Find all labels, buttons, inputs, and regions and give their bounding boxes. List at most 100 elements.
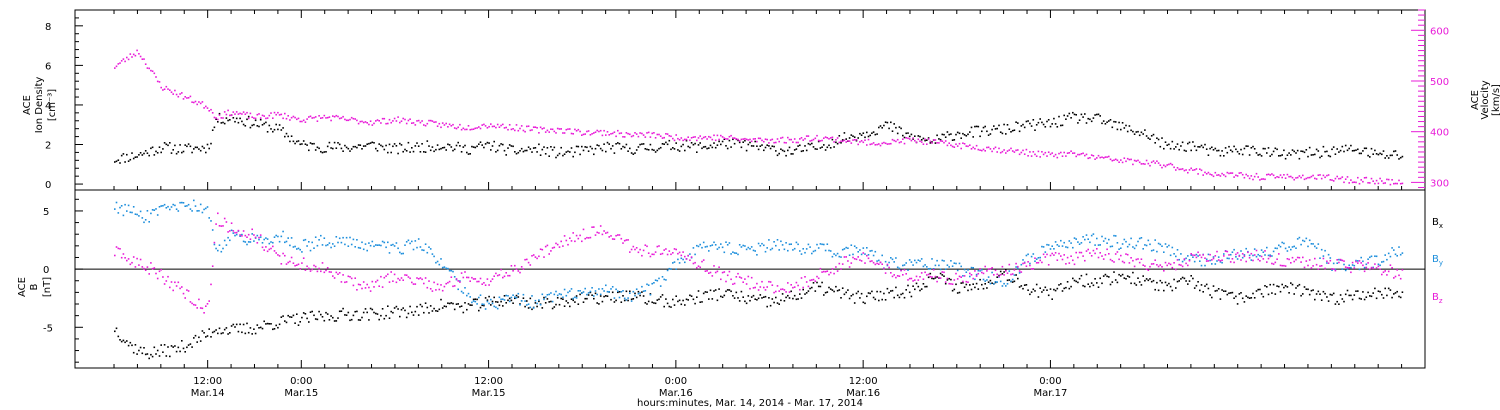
bx-point-314 xyxy=(653,302,655,304)
bz-point-664 xyxy=(1253,254,1256,256)
velocity-point-114 xyxy=(309,115,312,118)
bx-point-227 xyxy=(503,295,506,297)
by-point-442 xyxy=(872,254,875,257)
bz-point-684 xyxy=(1288,258,1290,261)
bz-point-507 xyxy=(984,265,986,268)
velocity-point-29 xyxy=(163,88,166,90)
by-point-580 xyxy=(1109,245,1112,248)
bz-point-239 xyxy=(524,258,526,261)
bz-point-651 xyxy=(1231,258,1234,260)
by-point-433 xyxy=(857,251,859,253)
bz-point-151 xyxy=(373,286,375,288)
velocity-point-67 xyxy=(229,114,231,117)
density-point-227 xyxy=(503,149,506,152)
velocity-point-628 xyxy=(1192,169,1194,171)
density-point-138 xyxy=(350,148,353,150)
bz-point-477 xyxy=(932,268,935,271)
bx-point-24 xyxy=(155,353,157,355)
bz-point-374 xyxy=(756,282,758,285)
bz-point-310 xyxy=(646,245,648,248)
by-point-90 xyxy=(268,242,271,245)
bz-point-11 xyxy=(132,256,135,258)
density-point-222 xyxy=(495,151,497,153)
by-point-484 xyxy=(944,268,947,270)
density-point-282 xyxy=(598,144,600,147)
by-point-431 xyxy=(853,245,856,247)
density-point-288 xyxy=(608,143,610,145)
density-point-507 xyxy=(984,125,986,128)
by-point-549 xyxy=(1056,244,1059,246)
by-point-290 xyxy=(611,286,614,288)
by-point-178 xyxy=(419,246,422,248)
bx-point-57 xyxy=(211,331,214,334)
density-point-520 xyxy=(1006,124,1009,126)
bz-point-54 xyxy=(206,303,209,305)
bz-point-139 xyxy=(352,284,355,287)
bz-point-127 xyxy=(332,275,334,277)
velocity-point-479 xyxy=(936,142,938,144)
bx-point-308 xyxy=(642,295,645,297)
by-point-62 xyxy=(220,250,223,253)
by-point-322 xyxy=(666,269,669,272)
density-point-569 xyxy=(1090,120,1093,123)
density-point-517 xyxy=(1001,132,1004,135)
density-point-599 xyxy=(1142,133,1144,135)
by-point-374 xyxy=(756,254,758,256)
bx-point-124 xyxy=(326,313,329,315)
bz-point-113 xyxy=(308,267,310,270)
velocity-point-158 xyxy=(385,122,387,125)
bz-point-419 xyxy=(833,272,835,275)
by-point-314 xyxy=(653,282,655,284)
by-point-562 xyxy=(1078,243,1081,245)
density-point-71 xyxy=(235,117,238,120)
by-point-388 xyxy=(780,240,782,243)
bz-point-161 xyxy=(390,271,392,273)
velocity-point-536 xyxy=(1034,153,1036,156)
velocity-series xyxy=(114,49,1404,186)
velocity-point-258 xyxy=(556,127,559,130)
density-point-134 xyxy=(344,144,346,147)
bx-point-55 xyxy=(208,328,210,330)
velocity-point-557 xyxy=(1070,150,1072,152)
by-point-122 xyxy=(323,237,326,239)
by-point-476 xyxy=(931,258,933,260)
density-point-352 xyxy=(718,140,720,143)
bx-point-597 xyxy=(1138,281,1141,283)
by-point-522 xyxy=(1010,280,1012,283)
bz-point-537 xyxy=(1035,262,1038,264)
by-point-328 xyxy=(677,258,679,261)
velocity-point-128 xyxy=(333,115,336,118)
density-point-581 xyxy=(1111,126,1114,129)
velocity-point-121 xyxy=(321,117,324,119)
bx-point-225 xyxy=(500,300,502,303)
density-point-630 xyxy=(1195,149,1198,152)
bx-point-448 xyxy=(883,292,885,295)
density-point-114 xyxy=(309,142,312,144)
velocity-point-188 xyxy=(436,125,439,127)
bx-point-458 xyxy=(900,293,902,296)
bx-point-719 xyxy=(1348,294,1350,297)
bz-point-214 xyxy=(481,283,483,285)
bx-point-38 xyxy=(179,350,181,353)
by-point-514 xyxy=(996,281,998,283)
density-point-46 xyxy=(193,148,195,150)
by-point-671 xyxy=(1266,246,1268,249)
density-point-77 xyxy=(246,118,248,121)
density-point-620 xyxy=(1178,148,1180,151)
bz-point-623 xyxy=(1183,258,1186,260)
velocity-point-126 xyxy=(330,119,332,122)
density-point-289 xyxy=(610,147,612,150)
density-point-646 xyxy=(1223,155,1225,157)
bx-point-50 xyxy=(199,340,202,342)
velocity-point-80 xyxy=(251,116,253,118)
bz-point-547 xyxy=(1053,254,1055,256)
bz-point-10 xyxy=(131,261,133,264)
by-point-516 xyxy=(999,280,1002,283)
by-point-557 xyxy=(1070,242,1072,244)
velocity-point-309 xyxy=(644,136,647,138)
velocity-point-714 xyxy=(1339,177,1342,180)
velocity-point-537 xyxy=(1035,155,1038,157)
density-point-449 xyxy=(884,121,887,123)
by-point-3 xyxy=(119,206,121,209)
density-point-281 xyxy=(596,144,598,146)
